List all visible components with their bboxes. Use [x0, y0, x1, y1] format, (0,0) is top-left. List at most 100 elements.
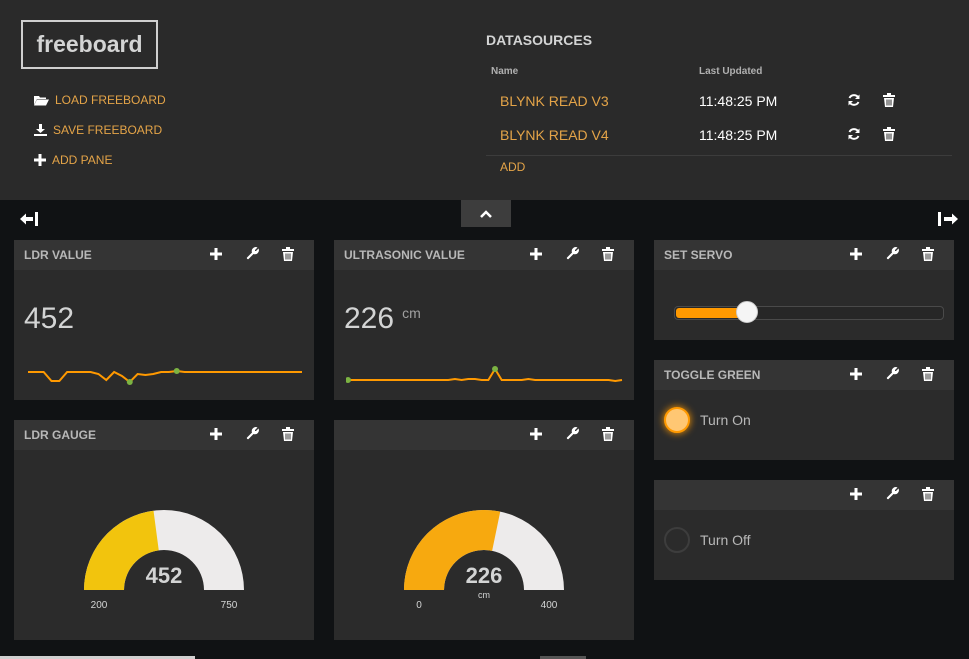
datasource-updated: 11:48:25 PM — [699, 93, 778, 109]
datasources-updated-header: Last Updated — [699, 66, 763, 77]
wrench-icon[interactable] — [234, 427, 270, 446]
wrench-icon[interactable] — [554, 427, 590, 446]
ultrasonic-unit: cm — [402, 305, 421, 321]
pane-title: ULTRASONIC VALUE — [344, 248, 465, 262]
pane-tools — [838, 487, 946, 506]
ldr-sparkline-point — [126, 379, 133, 385]
trash-icon[interactable] — [590, 247, 626, 266]
trash-icon[interactable] — [910, 247, 946, 266]
folder-open-icon — [34, 96, 49, 106]
pane-title: LDR VALUE — [24, 248, 92, 262]
ultrasonic-gauge — [404, 510, 564, 590]
add-pane-label: ADD PANE — [52, 153, 113, 167]
wrench-icon[interactable] — [874, 487, 910, 506]
pane-tools — [198, 247, 306, 266]
pane-header: ULTRASONIC VALUE — [334, 240, 634, 270]
save-freeboard-button[interactable]: SAVE FREEBOARD — [34, 123, 162, 137]
datasource-name[interactable]: BLYNK READ V4 — [500, 127, 609, 143]
pane-tools — [518, 247, 626, 266]
app-logo: freeboard — [21, 20, 158, 69]
ldr-sparkline — [28, 368, 302, 385]
pane-tools — [198, 427, 306, 446]
save-freeboard-label: SAVE FREEBOARD — [53, 123, 163, 137]
bottom-scrollbar-left[interactable] — [0, 656, 195, 659]
load-freeboard-label: LOAD FREEBOARD — [55, 93, 166, 107]
pane-title: TOGGLE GREEN — [664, 368, 761, 382]
pane-toggle-green: TOGGLE GREEN Turn On — [654, 360, 954, 460]
datasource-row: BLYNK READ V4 11:48:25 PM — [486, 118, 952, 152]
add-widget-icon[interactable] — [198, 427, 234, 446]
pane-toggle-off: Turn Off — [654, 480, 954, 580]
add-pane-button[interactable]: ADD PANE — [34, 153, 112, 167]
expand-columns-icon[interactable] — [938, 212, 958, 231]
pane-header — [334, 420, 634, 450]
ultrasonic-value-text: 226 — [344, 302, 395, 335]
refresh-icon[interactable] — [847, 127, 861, 146]
ldr-sparkline-line — [28, 369, 302, 384]
datasources-name-header: Name — [491, 66, 519, 77]
ultrasonic-sparkline-point — [492, 366, 499, 372]
servo-slider-track[interactable] — [674, 301, 944, 323]
add-widget-icon[interactable] — [198, 247, 234, 266]
header: freeboard LOAD FREEBOARD SAVE FREEBOARD … — [0, 0, 969, 200]
datasource-name[interactable]: BLYNK READ V3 — [500, 93, 609, 109]
bottom-scrollbar-mid[interactable] — [540, 656, 586, 659]
refresh-icon[interactable] — [847, 93, 861, 112]
indicator-light-on[interactable] — [664, 407, 690, 433]
servo-slider-fill — [676, 308, 748, 318]
indicator-label: Turn On — [700, 412, 751, 428]
pane-header: SET SERVO — [654, 240, 954, 270]
pane-title: LDR GAUGE — [24, 428, 96, 442]
pane-ultrasonic-value: ULTRASONIC VALUE 226 cm — [334, 240, 634, 400]
wrench-icon[interactable] — [554, 247, 590, 266]
collapse-header-button[interactable] — [461, 200, 511, 227]
trash-icon[interactable] — [590, 427, 626, 446]
servo-slider-thumb[interactable] — [735, 301, 758, 323]
add-widget-icon[interactable] — [838, 487, 874, 506]
add-widget-icon[interactable] — [838, 367, 874, 386]
ultrasonic-gauge-value-arc — [404, 510, 501, 590]
pane-tools — [838, 247, 946, 266]
wrench-icon[interactable] — [234, 247, 270, 266]
pane-set-servo: SET SERVO — [654, 240, 954, 340]
download-icon — [34, 124, 47, 136]
datasource-updated: 11:48:25 PM — [699, 127, 778, 143]
ultrasonic-gauge-min: 0 — [416, 600, 422, 611]
pane-ldr-gauge: LDR GAUGE 452 200 750 — [14, 420, 314, 640]
ultrasonic-value-display: 226 cm — [344, 302, 421, 336]
pane-title: SET SERVO — [664, 248, 733, 262]
trash-icon[interactable] — [270, 427, 306, 446]
pane-header — [654, 480, 954, 510]
ultrasonic-gauge-value: 226 — [465, 563, 503, 588]
wrench-icon[interactable] — [874, 247, 910, 266]
trash-icon[interactable] — [910, 367, 946, 386]
ldr-gauge-value: 452 — [145, 563, 183, 588]
pane-ultrasonic-gauge: 226 cm 0 400 — [334, 420, 634, 640]
ldr-value-text: 452 — [24, 302, 75, 335]
add-widget-icon[interactable] — [518, 427, 554, 446]
shrink-columns-icon[interactable] — [20, 212, 38, 231]
indicator-light-off[interactable] — [664, 527, 690, 553]
add-widget-icon[interactable] — [518, 247, 554, 266]
add-widget-icon[interactable] — [838, 247, 874, 266]
trash-icon[interactable] — [883, 93, 895, 112]
ultrasonic-sparkline-point — [346, 377, 351, 383]
ultrasonic-gauge-max: 400 — [540, 600, 558, 611]
pane-ldr-value: LDR VALUE 452 — [14, 240, 314, 400]
load-freeboard-button[interactable]: LOAD FREEBOARD — [34, 93, 166, 107]
datasource-row: BLYNK READ V3 11:48:25 PM — [486, 84, 952, 118]
pane-header: LDR VALUE — [14, 240, 314, 270]
pane-header: LDR GAUGE — [14, 420, 314, 450]
ultrasonic-sparkline — [346, 366, 623, 383]
ldr-sparkline-point — [173, 368, 180, 374]
trash-icon[interactable] — [270, 247, 306, 266]
datasources-divider — [486, 155, 952, 156]
ultrasonic-gauge-unit: cm — [478, 590, 490, 600]
trash-icon[interactable] — [910, 487, 946, 506]
plus-icon — [34, 154, 46, 166]
indicator-label: Turn Off — [700, 532, 751, 548]
wrench-icon[interactable] — [874, 367, 910, 386]
trash-icon[interactable] — [883, 127, 895, 146]
pane-tools — [838, 367, 946, 386]
add-datasource-button[interactable]: ADD — [500, 160, 526, 174]
